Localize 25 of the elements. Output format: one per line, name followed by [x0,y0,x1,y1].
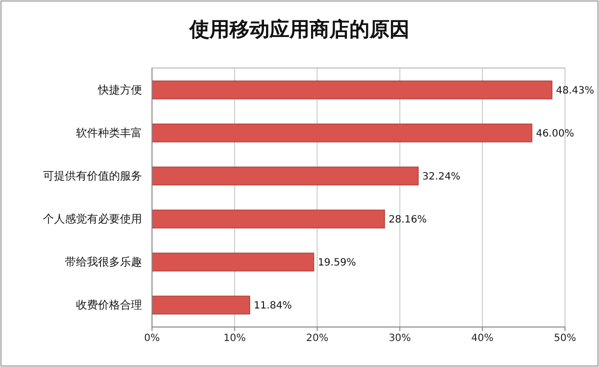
data-label: 11.84% [254,300,292,312]
bar [152,124,532,142]
x-tick-label: 50% [554,333,576,344]
data-label: 46.00% [536,128,574,140]
bar [152,166,419,186]
bar [152,252,314,272]
bar [152,80,552,100]
x-tick-label: 0% [144,333,160,344]
y-tick-label: 可提供有价值的服务 [43,170,142,183]
x-tick-label: 10% [223,333,246,344]
bar [152,210,385,228]
data-label: 28.16% [388,214,427,226]
y-tick-label: 带给我很多乐趣 [65,256,142,269]
data-label: 48.43% [556,85,594,96]
x-tick-label: 30% [388,333,411,344]
y-tick-label: 收费价格合理 [76,298,142,312]
y-tick-label: 快捷方便 [97,83,142,96]
x-tick-label: 40% [471,333,494,344]
data-label: 19.59% [318,258,356,269]
x-tick-label: 20% [306,333,328,344]
y-tick-label: 个人感觉有必要使用 [43,212,142,226]
bar [152,296,250,314]
y-tick-label: 软件种类丰富 [76,126,142,140]
data-label: 32.24% [422,171,460,182]
chart-title: 使用移动应用商店的原因 [188,17,410,41]
